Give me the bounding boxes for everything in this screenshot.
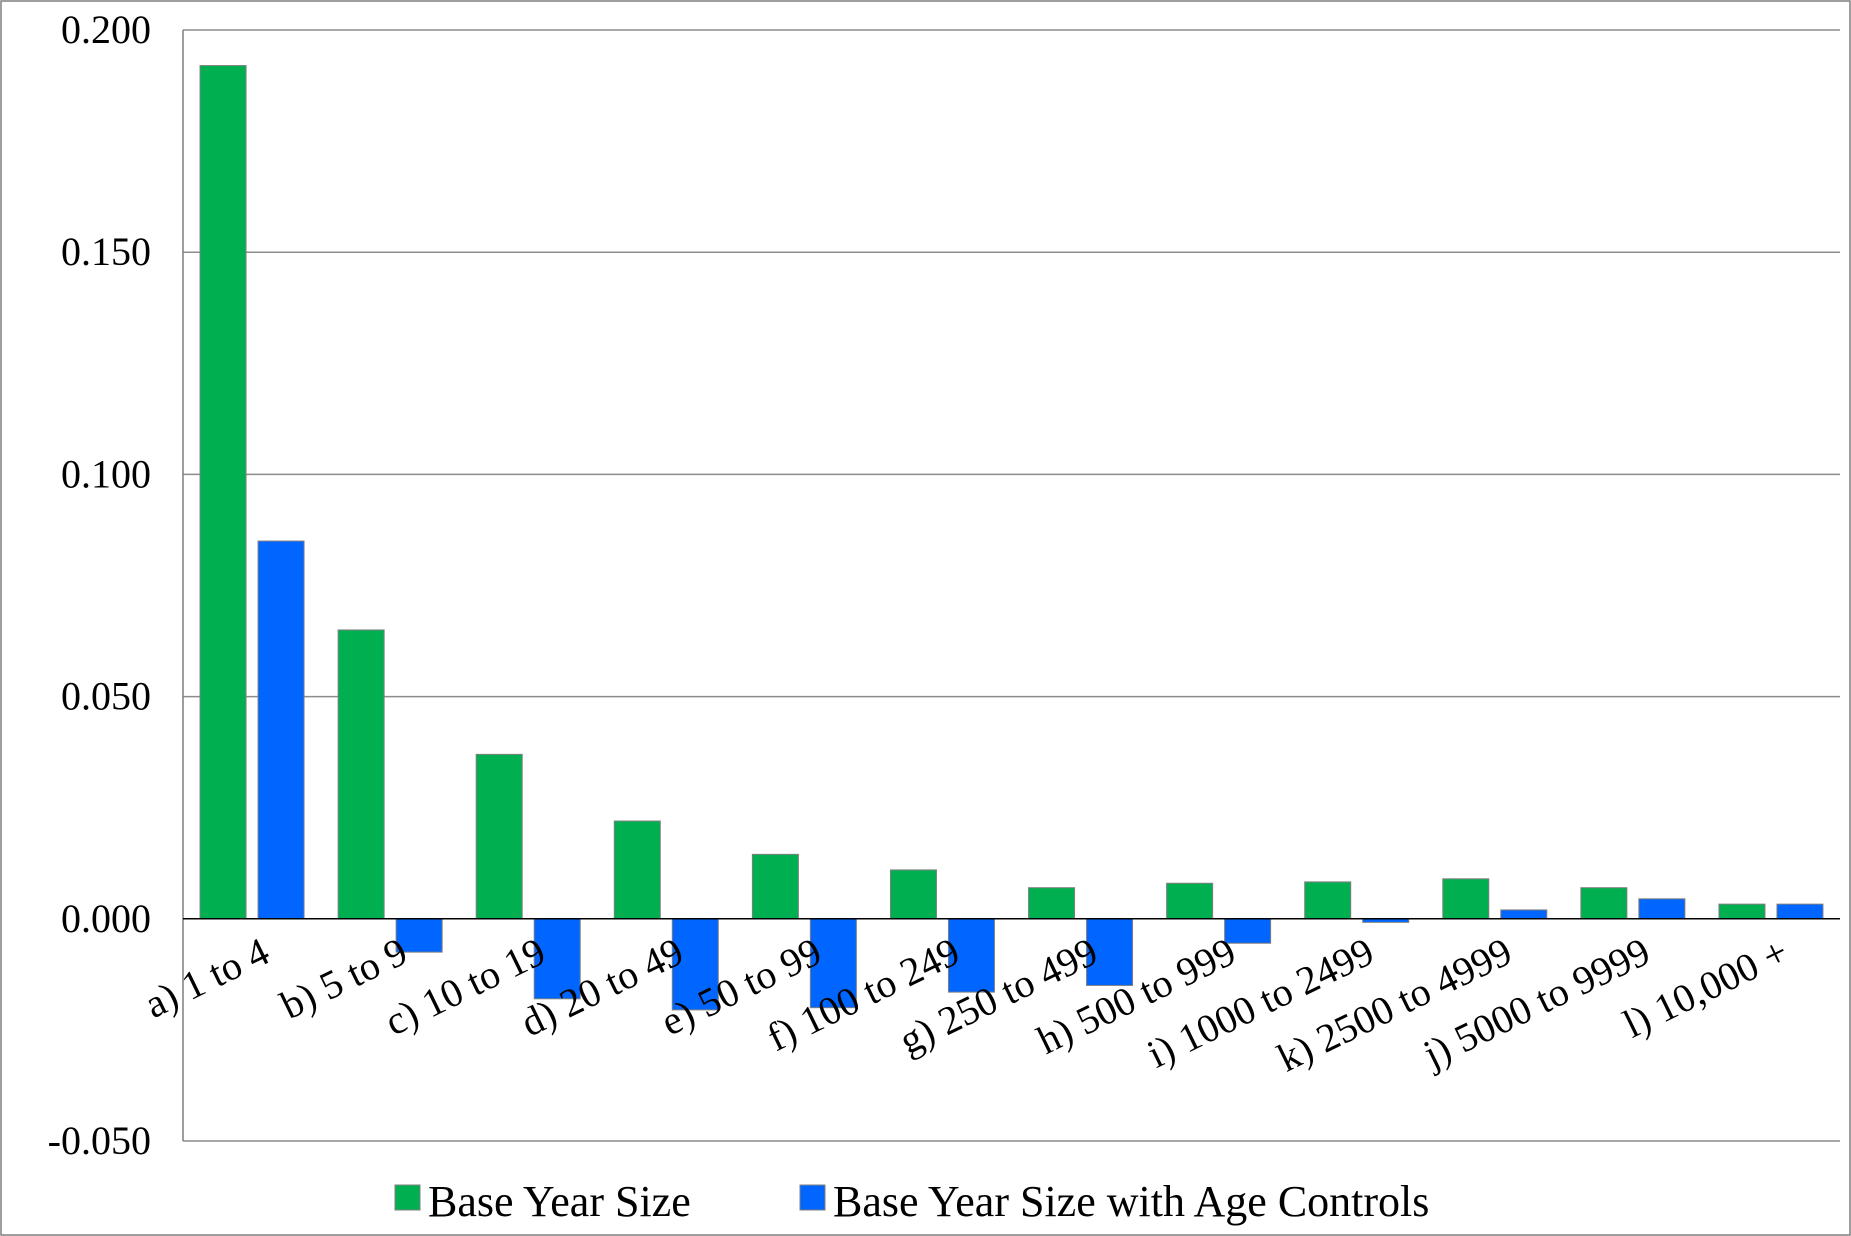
bar	[1580, 887, 1628, 920]
bar	[1638, 898, 1686, 920]
bar	[613, 820, 661, 920]
bar	[1718, 903, 1766, 920]
bar	[337, 629, 385, 920]
bar	[199, 65, 247, 920]
legend-swatch	[394, 1184, 421, 1211]
bars	[199, 65, 1824, 1011]
y-tick-label: 0.200	[61, 7, 151, 52]
legend: Base Year Size Base Year Size with Age Co…	[394, 1177, 1429, 1226]
bar	[751, 853, 799, 920]
y-axis-tick-labels: -0.050 0.000 0.050 0.100 0.150 0.200	[48, 7, 151, 1163]
bar	[257, 540, 305, 920]
bar	[1776, 903, 1824, 920]
y-tick-label: 0.000	[61, 896, 151, 941]
y-tick-label: -0.050	[48, 1118, 151, 1163]
bar	[809, 918, 857, 1009]
y-tick-label: 0.050	[61, 674, 151, 719]
y-tick-label: 0.150	[61, 229, 151, 274]
legend-swatch	[799, 1184, 826, 1211]
axes	[182, 30, 1840, 1141]
bar	[1028, 887, 1076, 920]
bar	[671, 918, 719, 1011]
bar	[395, 918, 443, 953]
bar	[475, 753, 523, 920]
bar	[889, 869, 937, 920]
bar	[1500, 909, 1548, 920]
legend-label: Base Year Size with Age Controls	[833, 1177, 1429, 1226]
y-tick-label: 0.100	[61, 451, 151, 496]
bar	[1304, 881, 1352, 920]
bar	[1224, 918, 1272, 944]
legend-label: Base Year Size	[428, 1177, 691, 1226]
bar	[533, 918, 581, 1000]
bar	[1166, 882, 1214, 920]
bar	[1442, 878, 1490, 920]
